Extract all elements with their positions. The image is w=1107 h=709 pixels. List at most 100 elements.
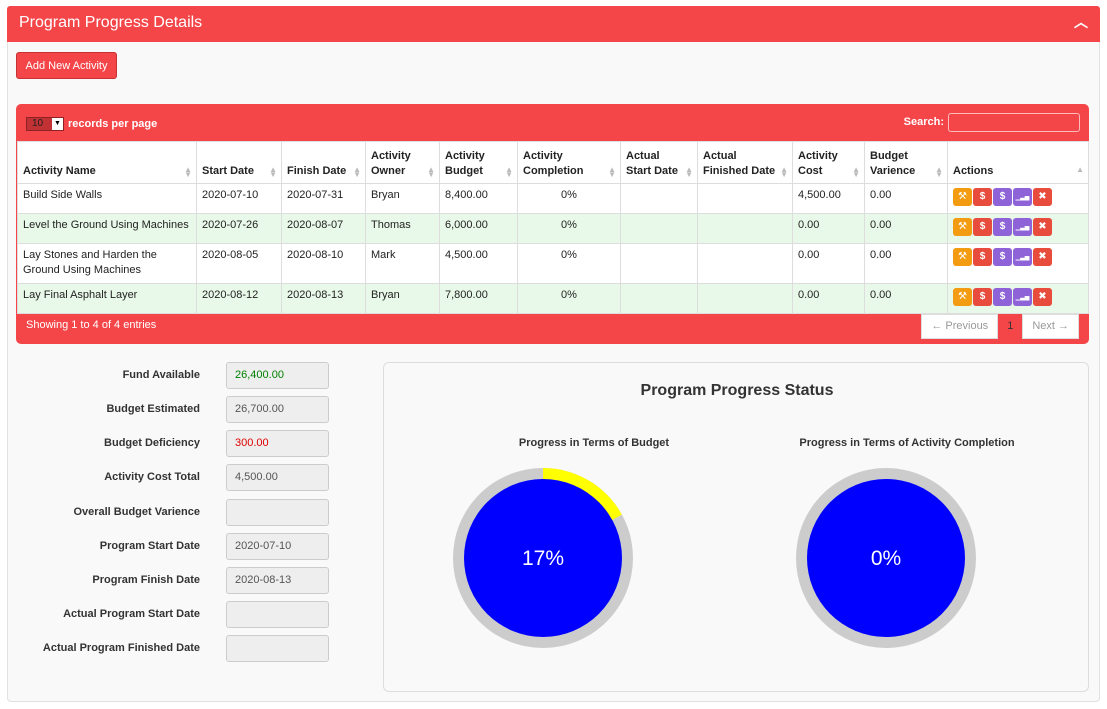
cell-actual-start [620,213,698,244]
column-header[interactable]: Actual Start Date ▲ ▼ [620,141,698,184]
sort-icon: ▲ ▼ [505,165,513,179]
column-header[interactable]: Budget Varience ▲ ▼ [864,141,948,184]
activity-table: Activity Name ▲ ▼ Start Date ▲ ▼ Finish Date ▲ ▼… [17,141,1089,314]
program-start-field[interactable]: 2020-07-10 [226,533,329,560]
budget-chart-title: Progress in Terms of Budget [518,437,670,449]
delete-activity-button[interactable]: ✖ [1033,288,1052,306]
column-header-label: Activity Owner [371,150,411,177]
progress-button[interactable]: ▁▃▅ [1013,218,1032,236]
progress-button[interactable]: ▁▃▅ [1013,188,1032,206]
column-header[interactable]: Actual Finished Date ▲ ▼ [697,141,793,184]
column-header-label: Actual Finished Date [703,150,776,177]
column-header[interactable]: Start Date ▲ ▼ [196,141,282,184]
cost-button[interactable]: $ [993,188,1012,206]
sort-icon: ▲ ▼ [780,165,788,179]
budget-button[interactable]: $ [973,288,992,306]
cell-actual-start [620,183,698,214]
overall-budget-varience-field[interactable] [226,499,329,526]
sort-icon: ▲ ▼ [427,165,435,179]
cell-finish: 2020-08-07 [281,213,366,244]
column-header[interactable]: Actions ▲ [947,141,1089,184]
signal-bars-icon: ▁▃▅ [1015,195,1030,201]
budget-deficiency-field[interactable]: 300.00 [226,430,329,457]
previous-page-button[interactable]: ← Previous [921,314,999,339]
delete-activity-button[interactable]: ✖ [1033,188,1052,206]
page-title: Program Progress Details [19,14,203,31]
summary-actual-finish: Actual Program Finished Date [20,635,330,663]
summary-program-start: Program Start Date 2020-07-10 [20,533,330,561]
cell-name: Level the Ground Using Machines [17,213,197,244]
fund-available-field[interactable]: 26,400.00 [226,362,329,389]
next-page-button[interactable]: Next → [1022,314,1079,339]
actual-program-start-label: Actual Program Start Date [63,608,200,620]
cell-start: 2020-07-10 [196,183,282,214]
search-input[interactable] [948,113,1080,132]
progress-status-title: Program Progress Status [640,382,834,399]
budget-button[interactable]: $ [973,218,992,236]
signal-bars-icon: ▁▃▅ [1015,255,1030,261]
column-header[interactable]: Activity Owner ▲ ▼ [365,141,440,184]
sort-icon: ▲ ▼ [184,165,192,179]
summary-fund-available: Fund Available 26,400.00 [20,362,330,390]
cell-actual-start [620,243,698,284]
budget-estimated-field[interactable]: 26,700.00 [226,396,329,423]
cell-completion: 0% [517,283,621,314]
activity-cost-total-field[interactable]: 4,500.00 [226,464,329,491]
program-finish-field[interactable]: 2020-08-13 [226,567,329,594]
column-header[interactable]: Finish Date ▲ ▼ [281,141,366,184]
cell-varience: 0.00 [864,213,948,244]
signal-bars-icon: ▁▃▅ [1015,295,1030,301]
table-row: Level the Ground Using Machines 2020-07-2… [17,213,1089,244]
edit-activity-button[interactable]: ⚒ [953,218,972,236]
edit-activity-button[interactable]: ⚒ [953,248,972,266]
progress-button[interactable]: ▁▃▅ [1013,248,1032,266]
add-activity-button[interactable]: Add New Activity [16,52,117,79]
wrench-icon: ⚒ [958,221,967,232]
cell-actual-finish [697,183,793,214]
completion-gauge-label: 0% [871,547,901,570]
sort-icon: ▲ ▼ [935,165,943,179]
progress-button[interactable]: ▁▃▅ [1013,288,1032,306]
column-header[interactable]: Activity Name ▲ ▼ [17,141,197,184]
cost-button[interactable]: $ [993,248,1012,266]
wrench-icon: ⚒ [958,251,967,262]
wrench-icon: ⚒ [958,191,967,202]
column-header-label: Activity Cost [798,150,838,177]
column-header[interactable]: Activity Completion ▲ ▼ [517,141,621,184]
chevron-up-icon[interactable]: ︿ [1074,14,1088,30]
cell-start: 2020-08-12 [196,283,282,314]
cell-owner: Bryan [365,283,440,314]
sort-icon: ▲ ▼ [852,165,860,179]
delete-activity-button[interactable]: ✖ [1033,218,1052,236]
summary-activity-cost-total: Activity Cost Total 4,500.00 [20,464,330,492]
cell-name: Lay Final Asphalt Layer [17,283,197,314]
cell-actual-finish [697,213,793,244]
budget-progress-gauge: 17% [453,468,633,648]
cell-completion: 0% [517,243,621,284]
column-header-label: Activity Budget [445,150,485,177]
cell-actual-finish [697,243,793,284]
actual-program-finish-field[interactable] [226,635,329,662]
close-icon: ✖ [1038,191,1047,202]
panel-header: Program Progress Details ︿ [7,6,1100,42]
records-per-page-select[interactable]: 10 ▼ [26,117,64,131]
delete-activity-button[interactable]: ✖ [1033,248,1052,266]
cost-button[interactable]: $ [993,218,1012,236]
completion-progress-gauge: 0% [796,468,976,648]
cost-button[interactable]: $ [993,288,1012,306]
budget-button[interactable]: $ [973,188,992,206]
summary-budget-estimated: Budget Estimated 26,700.00 [20,396,330,424]
edit-activity-button[interactable]: ⚒ [953,288,972,306]
column-header[interactable]: Activity Cost ▲ ▼ [792,141,865,184]
dollar-icon: $ [979,251,986,262]
column-header[interactable]: Activity Budget ▲ ▼ [439,141,518,184]
column-header-label: Activity Completion [523,150,584,177]
edit-activity-button[interactable]: ⚒ [953,188,972,206]
cell-actual-start [620,283,698,314]
records-per-page-value: 10 [32,118,44,129]
actual-program-start-field[interactable] [226,601,329,628]
dollar-icon: $ [979,221,986,232]
completion-chart-title: Progress in Terms of Activity Completion [799,437,1015,449]
budget-button[interactable]: $ [973,248,992,266]
page-1-button[interactable]: 1 [998,314,1023,339]
